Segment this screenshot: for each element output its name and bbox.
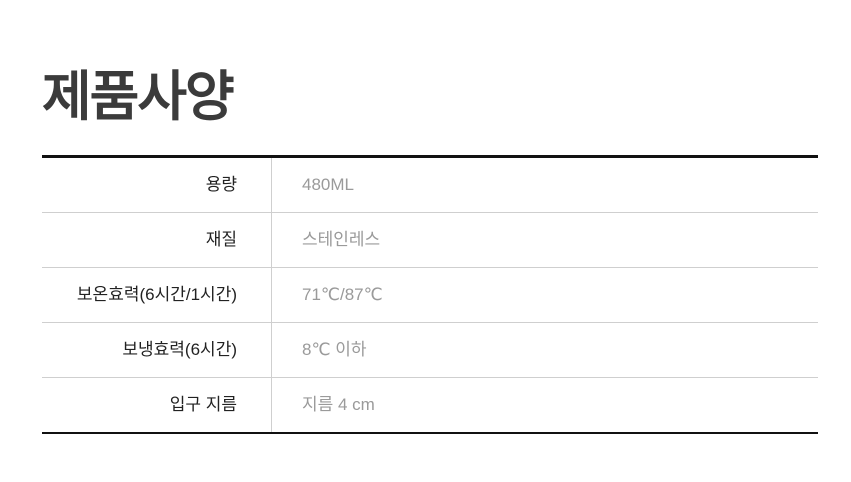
spec-label: 보냉효력(6시간)	[42, 323, 272, 377]
page-title: 제품사양	[42, 67, 235, 127]
spec-value: 71℃/87℃	[302, 285, 383, 304]
spec-value: 8℃ 이하	[302, 340, 367, 359]
spec-value: 480ML	[302, 175, 354, 194]
spec-label: 용량	[42, 158, 272, 212]
table-row: 용량 480ML	[42, 158, 818, 213]
spec-table: 용량 480ML 재질 스테인레스 보온효력(6시간/1시간) 71℃/87℃ …	[42, 155, 818, 434]
spec-value: 지름 4 cm	[302, 395, 375, 414]
spec-label: 재질	[42, 213, 272, 267]
table-row: 보냉효력(6시간) 8℃ 이하	[42, 323, 818, 378]
table-row: 재질 스테인레스	[42, 213, 818, 268]
table-row: 보온효력(6시간/1시간) 71℃/87℃	[42, 268, 818, 323]
spec-value: 스테인레스	[302, 230, 381, 249]
spec-label: 입구 지름	[42, 378, 272, 432]
spec-label: 보온효력(6시간/1시간)	[42, 268, 272, 322]
table-row: 입구 지름 지름 4 cm	[42, 378, 818, 432]
